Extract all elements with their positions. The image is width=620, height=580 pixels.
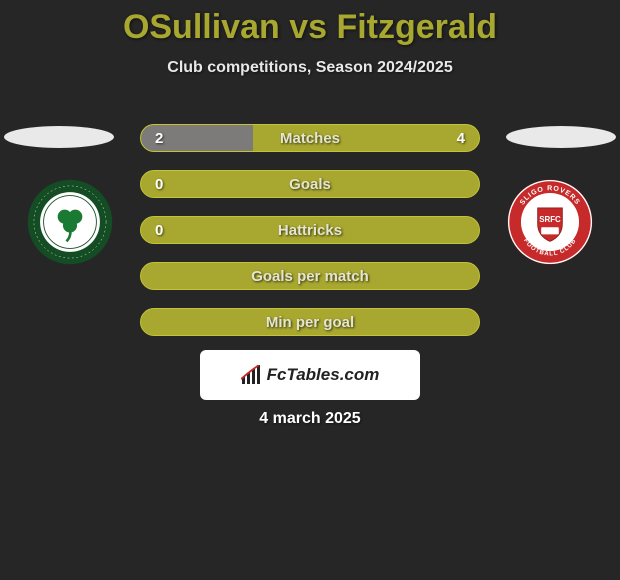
stats-stack: 2Matches4 0Goals 0Hattricks Goals per match… <box>140 124 480 354</box>
stat-label: Matches <box>141 130 479 147</box>
stat-label: Min per goal <box>141 314 479 331</box>
date-label: 4 march 2025 <box>0 410 620 428</box>
club-badge-right: SLIGO ROVERS FOOTBALL CLUB SRFC <box>506 178 594 266</box>
stat-row-goals: 0Goals <box>140 170 480 198</box>
subtitle: Club competitions, Season 2024/2025 <box>0 59 620 77</box>
bar-chart-icon <box>241 365 263 385</box>
stat-label: Goals <box>141 176 479 193</box>
branding-box: FcTables.com <box>200 350 420 400</box>
branding-text: FcTables.com <box>267 365 380 385</box>
stat-row-goals-per-match: Goals per match <box>140 262 480 290</box>
stat-row-hattricks: 0Hattricks <box>140 216 480 244</box>
stat-label: Goals per match <box>141 268 479 285</box>
stat-label: Hattricks <box>141 222 479 239</box>
club-badge-left <box>26 178 114 266</box>
player-right-nameplate <box>506 126 616 148</box>
svg-text:SRFC: SRFC <box>539 215 561 224</box>
stat-row-matches: 2Matches4 <box>140 124 480 152</box>
page-title: OSullivan vs Fitzgerald <box>0 0 620 47</box>
stat-row-min-per-goal: Min per goal <box>140 308 480 336</box>
player-left-nameplate <box>4 126 114 148</box>
